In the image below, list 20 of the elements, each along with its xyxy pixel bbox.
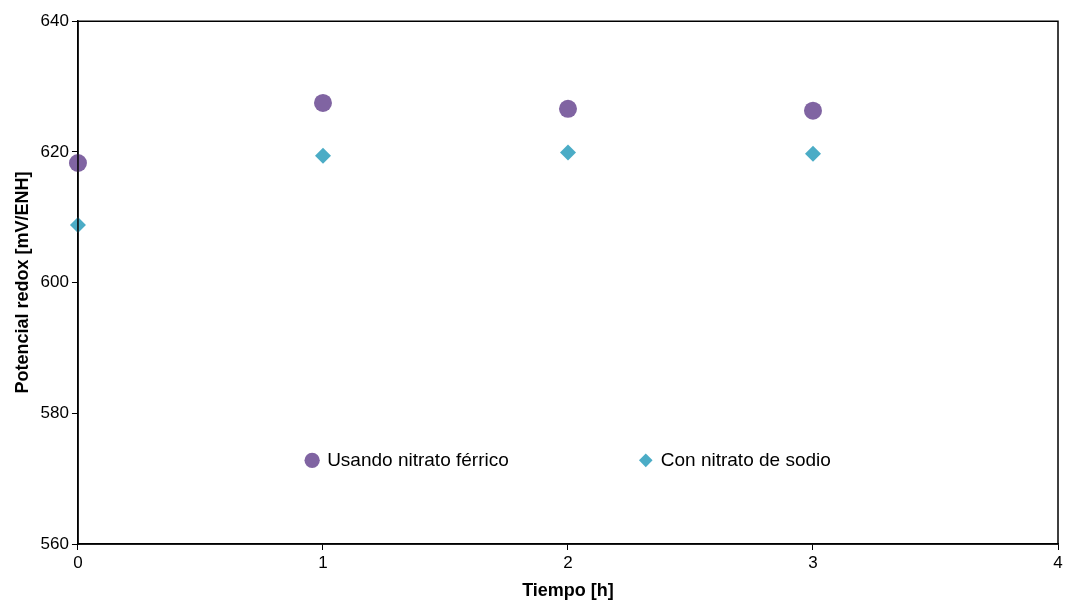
- point: [314, 147, 331, 164]
- x-tick-label: 1: [318, 552, 328, 572]
- point: [803, 101, 822, 120]
- y-tick-label: 640: [40, 10, 69, 30]
- y-tick-label: 560: [40, 533, 69, 553]
- legend-label: Usando nitrato férrico: [327, 448, 509, 470]
- x-tick-label: 0: [73, 552, 83, 572]
- point: [558, 99, 577, 118]
- point: [313, 93, 332, 112]
- y-tick-label: 620: [40, 141, 69, 161]
- y-tick-label: 600: [40, 272, 69, 292]
- x-tick-label: 2: [563, 552, 573, 572]
- x-axis-title: Tiempo [h]: [522, 580, 614, 601]
- y-tick-label: 580: [40, 402, 69, 422]
- legend-label: Con nitrato de sodio: [660, 448, 831, 470]
- point: [804, 145, 821, 162]
- point: [559, 144, 576, 161]
- y-axis-title: Potencial redox [mV/ENH]: [11, 171, 32, 394]
- x-tick-label: 4: [1053, 552, 1063, 572]
- x-tick-label: 3: [808, 552, 818, 572]
